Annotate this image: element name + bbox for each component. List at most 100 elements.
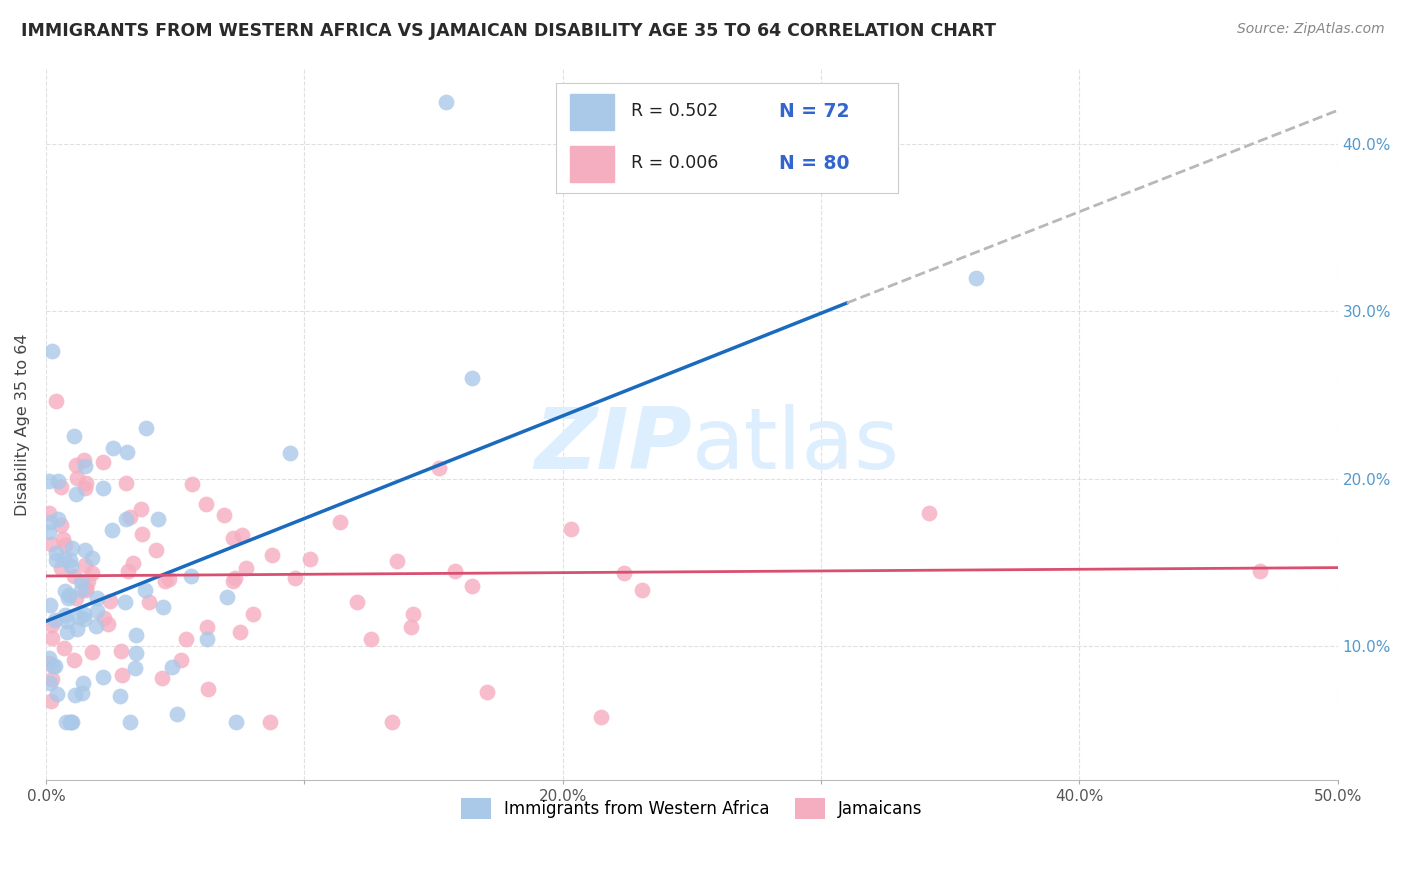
Point [75, 475, 97, 490]
Point [166, 707, 188, 722]
Point [125, 646, 148, 660]
Point [231, 528, 253, 542]
Legend: Immigrants from Western Africa, Jamaicans: Immigrants from Western Africa, Jamaican… [454, 792, 929, 825]
Point [41, 617, 63, 632]
Point [73, 607, 96, 621]
Point [52, 552, 75, 566]
Point [100, 523, 122, 537]
Point [460, 579, 482, 593]
Point [134, 582, 156, 597]
Point [965, 271, 987, 285]
Point [59, 714, 82, 729]
Point [60, 558, 83, 573]
Point [63, 568, 86, 582]
Point [387, 554, 409, 568]
Point [235, 561, 257, 575]
Point [39, 694, 62, 708]
Point [131, 526, 153, 541]
Point [46, 512, 69, 526]
Point [38, 524, 60, 539]
Point [181, 477, 204, 491]
Point [461, 371, 484, 385]
Point [174, 632, 197, 646]
Point [63, 653, 86, 667]
Point [86, 604, 108, 618]
Point [58, 591, 80, 606]
Point [63, 429, 86, 443]
Point [427, 461, 450, 475]
Point [73, 558, 96, 572]
Point [262, 548, 284, 562]
Point [45, 545, 67, 559]
Point [197, 681, 219, 696]
Text: ZIP: ZIP [534, 404, 692, 487]
Point [93, 611, 115, 625]
Point [45, 687, 67, 701]
Point [66, 622, 89, 636]
Point [53, 640, 76, 655]
Point [55, 625, 77, 640]
Point [58, 588, 80, 602]
Point [591, 709, 613, 723]
Point [224, 571, 246, 585]
Point [242, 607, 264, 622]
Point [80, 645, 103, 659]
Point [217, 591, 239, 605]
Point [115, 445, 138, 459]
Point [59, 714, 82, 729]
Point [346, 595, 368, 609]
Point [67, 610, 90, 624]
Point [180, 568, 202, 582]
Point [381, 714, 404, 729]
Point [221, 531, 243, 545]
Point [152, 671, 174, 685]
Point [1249, 564, 1271, 578]
Point [98, 593, 121, 607]
Point [195, 632, 218, 646]
Point [115, 512, 138, 526]
Point [122, 557, 145, 571]
Point [93, 669, 115, 683]
Point [145, 543, 167, 558]
Point [52, 532, 75, 546]
Point [65, 487, 87, 501]
Point [299, 552, 322, 566]
Point [229, 624, 252, 639]
Point [110, 689, 132, 703]
Point [38, 598, 60, 612]
Point [124, 661, 146, 675]
Point [120, 714, 142, 729]
Point [80, 551, 103, 566]
Point [444, 564, 467, 578]
Point [117, 564, 139, 578]
Point [39, 515, 62, 529]
Point [259, 714, 281, 729]
Point [84, 619, 107, 633]
Point [222, 574, 245, 588]
Point [475, 685, 498, 699]
Text: atlas: atlas [692, 404, 900, 487]
Point [73, 611, 96, 625]
Point [75, 582, 97, 596]
Text: Source: ZipAtlas.com: Source: ZipAtlas.com [1237, 22, 1385, 37]
Point [66, 471, 89, 485]
Point [170, 653, 193, 667]
Point [402, 607, 425, 622]
Point [41, 631, 63, 645]
Point [434, 95, 457, 109]
Point [399, 620, 422, 634]
Point [49, 518, 72, 533]
Point [91, 481, 114, 495]
Point [45, 553, 67, 567]
Point [613, 566, 636, 581]
Point [129, 502, 152, 516]
Point [56, 615, 79, 629]
Point [39, 537, 62, 551]
Point [135, 420, 157, 434]
Point [75, 582, 97, 597]
Point [60, 714, 83, 729]
Point [65, 458, 87, 472]
Point [146, 512, 169, 526]
Point [44, 613, 66, 627]
Point [114, 475, 136, 490]
